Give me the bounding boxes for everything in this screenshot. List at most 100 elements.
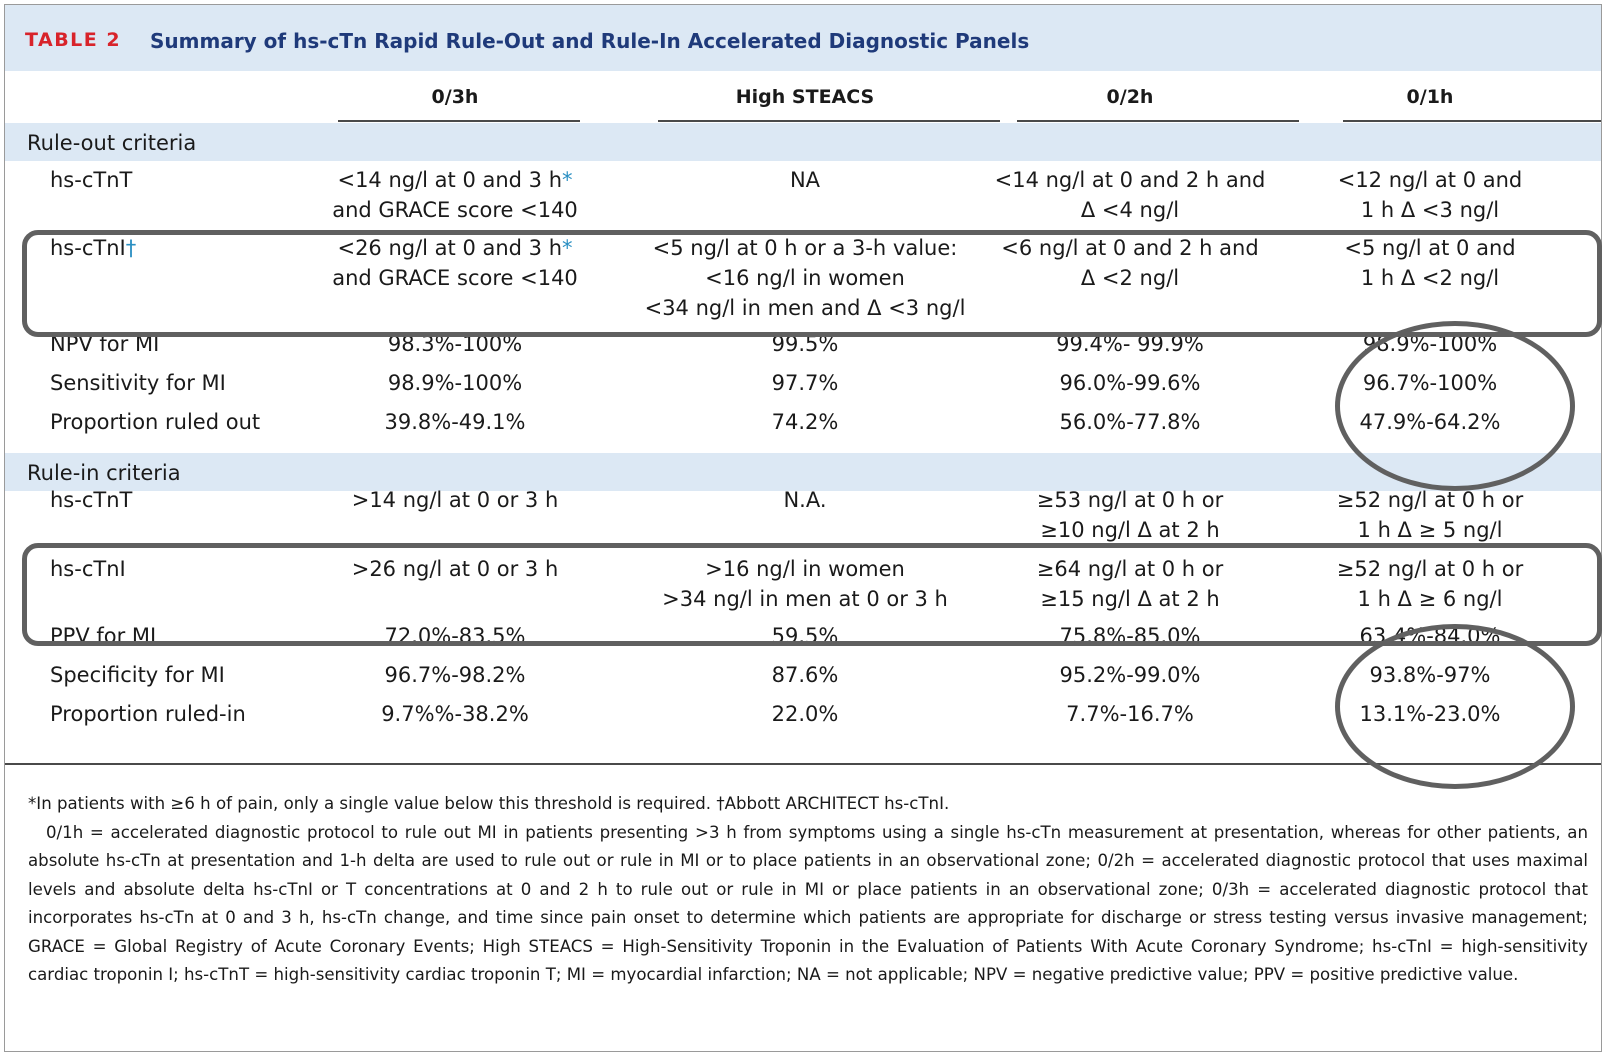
cell-line: Δ <4 ng/l <box>1080 198 1180 222</box>
table-cell: 13.1%-23.0% <box>1260 699 1600 729</box>
table-cell: 72.0%-83.5% <box>260 621 650 651</box>
cell-line: 63.4%-84.0% <box>1359 624 1501 648</box>
row-label-text: PPV for MI <box>50 624 157 648</box>
cell-line: 96.7%-100% <box>1362 371 1498 395</box>
cell-line: 87.6% <box>771 663 839 687</box>
table-cell: 96.7%-98.2% <box>260 660 650 690</box>
table-cell: ≥53 ng/l at 0 h or ≥10 ng/l Δ at 2 h <box>945 485 1315 545</box>
column-header-high-steacs: High STEACS <box>735 86 875 108</box>
cell-line: 1 h Δ <3 ng/l <box>1360 198 1500 222</box>
cell-line: 74.2% <box>771 410 839 434</box>
cell-line: 9.7%%-38.2% <box>381 702 529 726</box>
table-cell: <14 ng/l at 0 and 3 h* and GRACE score <1… <box>260 165 650 225</box>
cell-line: 56.0%-77.8% <box>1059 410 1201 434</box>
cell-line: 98.9%-100% <box>387 371 523 395</box>
footnote-mark: * <box>562 168 573 192</box>
row-label: Specificity for MI <box>50 660 225 690</box>
column-header-0-3h: 0/3h <box>431 86 479 108</box>
row-label: PPV for MI <box>50 621 156 651</box>
table-cell: 39.8%-49.1% <box>260 407 650 437</box>
table-cell: <5 ng/l at 0 and 1 h Δ <2 ng/l <box>1260 233 1600 293</box>
cell-line: >16 ng/l in women <box>705 557 905 581</box>
cell-line: 98.3%-100% <box>387 332 523 356</box>
row-label: hs-cTnI† <box>50 233 136 263</box>
cell-line: 1 h Δ ≥ 5 ng/l <box>1357 518 1503 542</box>
row-label-text: NPV for MI <box>50 332 160 356</box>
table-cell: 87.6% <box>605 660 1005 690</box>
section-rule-out: Rule-out criteria <box>5 123 1601 161</box>
table-frame <box>4 4 1602 1052</box>
table-cell: ≥64 ng/l at 0 h or ≥15 ng/l Δ at 2 h <box>945 554 1315 614</box>
row-label: NPV for MI <box>50 329 159 359</box>
cell-line: >26 ng/l at 0 or 3 h <box>351 557 559 581</box>
footnote-abbreviations: 0/1h = accelerated diagnostic protocol t… <box>28 822 1588 985</box>
cell-line: ≥64 ng/l at 0 h or <box>1036 557 1224 581</box>
table-number: TABLE 2 <box>25 29 122 51</box>
column-header-rule <box>338 120 580 122</box>
row-label: Proportion ruled-in <box>50 699 246 729</box>
table-cell: >26 ng/l at 0 or 3 h <box>260 554 650 584</box>
table-cell: ≥52 ng/l at 0 h or 1 h Δ ≥ 6 ng/l <box>1260 554 1600 614</box>
cell-line: 7.7%-16.7% <box>1066 702 1194 726</box>
cell-line: ≥53 ng/l at 0 h or <box>1036 488 1224 512</box>
row-label: hs-cTnT <box>50 485 132 515</box>
cell-line: 72.0%-83.5% <box>384 624 526 648</box>
cell-line: 96.0%-99.6% <box>1059 371 1201 395</box>
row-label: Proportion ruled out <box>50 407 260 437</box>
cell-line: ≥52 ng/l at 0 h or <box>1336 557 1524 581</box>
table-cell: 97.7% <box>605 368 1005 398</box>
table-title: Summary of hs-cTn Rapid Rule-Out and Rul… <box>150 29 1030 53</box>
row-label-text: hs-cTnT <box>50 488 133 512</box>
row-label-text: Specificity for MI <box>50 663 225 687</box>
row-label-text: hs-cTnI <box>50 236 126 260</box>
table-cell: >14 ng/l at 0 or 3 h <box>260 485 650 515</box>
cell-line: ≥15 ng/l Δ at 2 h <box>1040 587 1220 611</box>
cell-line: <26 ng/l at 0 and 3 h* <box>337 236 573 260</box>
cell-line: 1 h Δ <2 ng/l <box>1360 266 1500 290</box>
footnote-mark: † <box>125 236 137 260</box>
cell-line: and GRACE score <140 <box>332 266 578 290</box>
cell-line: NA <box>789 168 821 192</box>
cell-line: 39.8%-49.1% <box>384 410 526 434</box>
table-cell: <6 ng/l at 0 and 2 h and Δ <2 ng/l <box>945 233 1315 293</box>
footnote-symbols: *In patients with ≥6 h of pain, only a s… <box>28 794 950 813</box>
row-label-text: Sensitivity for MI <box>50 371 226 395</box>
table-cell: 98.9%-100% <box>260 368 650 398</box>
table-cell: <5 ng/l at 0 h or a 3-h value: <16 ng/l i… <box>605 233 1005 323</box>
cell-line: <5 ng/l at 0 h or a 3-h value: <box>652 236 958 260</box>
row-label: hs-cTnT <box>50 165 132 195</box>
footnotes: *In patients with ≥6 h of pain, only a s… <box>28 790 1588 990</box>
cell-line: <16 ng/l in women <box>705 266 905 290</box>
cell-line: >14 ng/l at 0 or 3 h <box>351 488 559 512</box>
cell-line: <14 ng/l at 0 and 2 h and <box>994 168 1266 192</box>
cell-line: N.A. <box>783 488 827 512</box>
cell-line: 22.0% <box>771 702 839 726</box>
cell-line: 13.1%-23.0% <box>1359 702 1501 726</box>
table-cell: 93.8%-97% <box>1260 660 1600 690</box>
cell-line: >34 ng/l in men at 0 or 3 h <box>662 587 948 611</box>
column-header-0-1h: 0/1h <box>1406 86 1454 108</box>
cell-line: <12 ng/l at 0 and <box>1337 168 1523 192</box>
footnote-mark: * <box>562 236 573 260</box>
table-title-bar: TABLE 2 Summary of hs-cTn Rapid Rule-Out… <box>5 5 1601 71</box>
table-bottom-rule <box>5 763 1601 765</box>
column-header-rule <box>1017 120 1299 122</box>
column-header-rule <box>1343 120 1601 122</box>
table-cell: ≥52 ng/l at 0 h or 1 h Δ ≥ 5 ng/l <box>1260 485 1600 545</box>
cell-line: 96.7%-98.2% <box>384 663 526 687</box>
cell-line: Δ <2 ng/l <box>1080 266 1180 290</box>
cell-line: 1 h Δ ≥ 6 ng/l <box>1357 587 1503 611</box>
table-cell: 63.4%-84.0% <box>1260 621 1600 651</box>
row-label-text: Proportion ruled-in <box>50 702 246 726</box>
cell-line: ≥10 ng/l Δ at 2 h <box>1040 518 1220 542</box>
table-cell: 95.2%-99.0% <box>945 660 1315 690</box>
table-cell: NA <box>605 165 1005 195</box>
column-header-rule <box>658 120 1000 122</box>
table-cell: 7.7%-16.7% <box>945 699 1315 729</box>
table-cell: N.A. <box>605 485 1005 515</box>
cell-line: 47.9%-64.2% <box>1359 410 1501 434</box>
cell-line: and GRACE score <140 <box>332 198 578 222</box>
cell-line: 93.8%-97% <box>1369 663 1491 687</box>
table-cell: 98.3%-100% <box>260 329 650 359</box>
table-cell: <14 ng/l at 0 and 2 h and Δ <4 ng/l <box>945 165 1315 225</box>
